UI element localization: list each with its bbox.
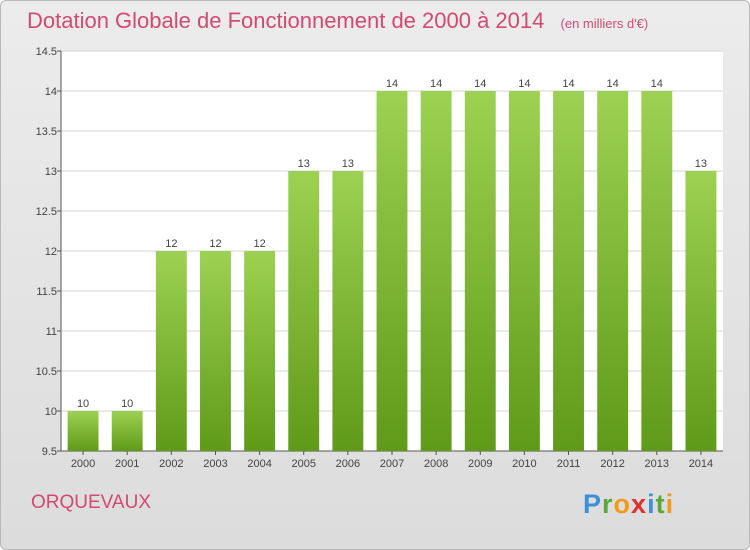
data-label: 10	[121, 398, 133, 410]
bar	[376, 91, 408, 451]
y-tick-label: 14	[45, 86, 57, 98]
data-label: 12	[165, 238, 177, 250]
bar	[244, 251, 276, 451]
x-tick-label: 2014	[689, 458, 713, 470]
x-tick-label: 2001	[115, 458, 139, 470]
data-label: 14	[607, 78, 619, 90]
data-label: 12	[209, 238, 221, 250]
x-tick-label: 2009	[468, 458, 492, 470]
y-tick-label: 10	[45, 406, 57, 418]
bar	[111, 411, 143, 451]
bar	[155, 251, 187, 451]
y-tick-label: 11.5	[36, 286, 57, 298]
data-label: 13	[298, 158, 310, 170]
x-tick-label: 2005	[291, 458, 315, 470]
bar	[553, 91, 584, 451]
data-label: 14	[386, 78, 398, 90]
bar	[420, 91, 452, 451]
bar	[641, 91, 673, 451]
x-tick-label: 2002	[159, 458, 183, 470]
data-label: 14	[518, 78, 530, 90]
y-tick-label: 14.5	[36, 46, 57, 58]
x-tick-label: 2004	[247, 458, 271, 470]
data-label: 13	[695, 158, 707, 170]
bar	[67, 411, 99, 451]
x-tick-label: 2010	[512, 458, 536, 470]
y-tick-label: 10.5	[36, 366, 57, 378]
x-tick-label: 2007	[380, 458, 404, 470]
data-label: 13	[342, 158, 354, 170]
data-label: 14	[562, 78, 574, 90]
data-label: 12	[253, 238, 265, 250]
y-tick-label: 11	[46, 326, 57, 338]
y-tick-label: 12	[45, 246, 57, 258]
x-tick-label: 2008	[424, 458, 448, 470]
bar	[685, 171, 717, 451]
title-text: Dotation Globale de Fonctionnement de 20…	[27, 8, 545, 33]
y-tick-label: 12.5	[36, 206, 57, 218]
bar	[332, 171, 364, 451]
x-tick-label: 2003	[203, 458, 227, 470]
x-tick-label: 2006	[336, 458, 360, 470]
x-tick-label: 2011	[557, 458, 581, 470]
y-tick-label: 13.5	[36, 126, 57, 138]
commune-name: ORQUEVAUX	[31, 492, 152, 513]
data-label: 14	[474, 78, 486, 90]
bar	[464, 91, 496, 451]
y-tick-label: 13	[45, 166, 57, 178]
y-tick-label: 9.5	[42, 446, 57, 458]
data-label: 14	[430, 78, 442, 90]
bar	[597, 91, 629, 451]
title-unit: (en milliers d'€)	[560, 16, 649, 31]
data-label: 14	[651, 78, 663, 90]
x-tick-label: 2000	[71, 458, 95, 470]
bar	[200, 251, 231, 451]
data-label: 10	[77, 398, 89, 410]
chart-title: Dotation Globale de Fonctionnement de 20…	[27, 8, 648, 34]
bar	[508, 91, 540, 451]
proxiti-logo: Proxiti	[583, 489, 675, 519]
bar	[288, 171, 320, 451]
x-tick-label: 2012	[600, 458, 624, 470]
x-tick-label: 2013	[645, 458, 669, 470]
